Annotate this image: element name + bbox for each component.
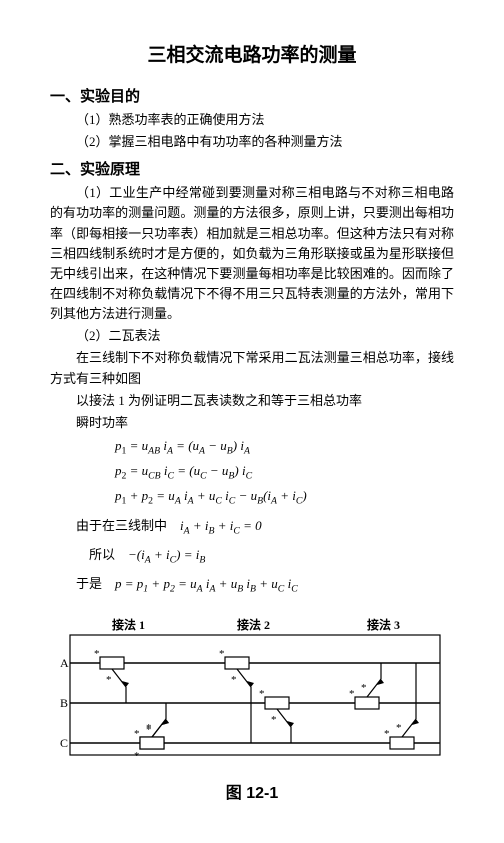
label-B: B xyxy=(60,696,68,710)
since-line: 由于在三线制中 iA + iB + iC = 0 xyxy=(76,516,454,539)
eq-p2: p2 = uCB iC = (uC − uB) iC xyxy=(115,460,454,485)
thus-label: 于是 xyxy=(76,576,102,591)
svg-text:*: * xyxy=(271,714,277,726)
figure-caption: 图 12-1 xyxy=(50,779,454,803)
svg-text:*: * xyxy=(349,688,355,700)
method-1: 接法 1 xyxy=(112,617,145,632)
method-2: 接法 2 xyxy=(237,617,270,632)
s2-p2: （2）二瓦表法 xyxy=(50,326,454,346)
svg-text:*: * xyxy=(396,722,402,734)
s2-p5: 瞬时功率 xyxy=(50,413,454,433)
doc-title: 三相交流电路功率的测量 xyxy=(50,40,454,67)
wiring-diagram: A B C 接法 1 接法 2 接法 3 * * * * * * xyxy=(52,613,452,773)
s1-item-2: （2）掌握三相电路中有功功率的各种测量方法 xyxy=(50,132,454,152)
section-1-heading: 一、实验目的 xyxy=(50,85,454,106)
so-line: 所以 −(iA + iC) = iB xyxy=(89,545,454,568)
so-label: 所以 xyxy=(89,547,115,562)
svg-text:*: * xyxy=(146,722,152,734)
svg-text:*: * xyxy=(361,682,367,694)
s1-item-1: （1）熟悉功率表的正确使用方法 xyxy=(50,110,454,130)
method-3: 接法 3 xyxy=(367,617,400,632)
svg-text:*: * xyxy=(384,728,390,740)
svg-text:*: * xyxy=(134,728,140,740)
s2-p4: 以接法 1 为例证明二瓦表读数之和等于三相总功率 xyxy=(50,391,454,411)
svg-text:*: * xyxy=(259,688,265,700)
s2-p1: （1）工业生产中经常碰到要测量对称三相电路与不对称三相电路的有功功率的测量问题。… xyxy=(50,183,454,324)
since-label: 由于在三线制中 xyxy=(76,518,167,533)
label-C: C xyxy=(60,736,68,750)
section-2-heading: 二、实验原理 xyxy=(50,158,454,179)
thus-line: 于是 p = p1 + p2 = uA iA + uB iB + uC iC xyxy=(76,574,454,597)
eq-p1: p1 = uAB iA = (uA − uB) iA xyxy=(115,435,454,460)
label-A: A xyxy=(60,656,69,670)
s2-p3: 在三线制下不对称负载情况下常采用二瓦法测量三相总功率，接线方式有三种如图 xyxy=(50,348,454,388)
eq-sum: p1 + p2 = uA iA + uC iC − uB(iA + iC) xyxy=(115,485,454,510)
